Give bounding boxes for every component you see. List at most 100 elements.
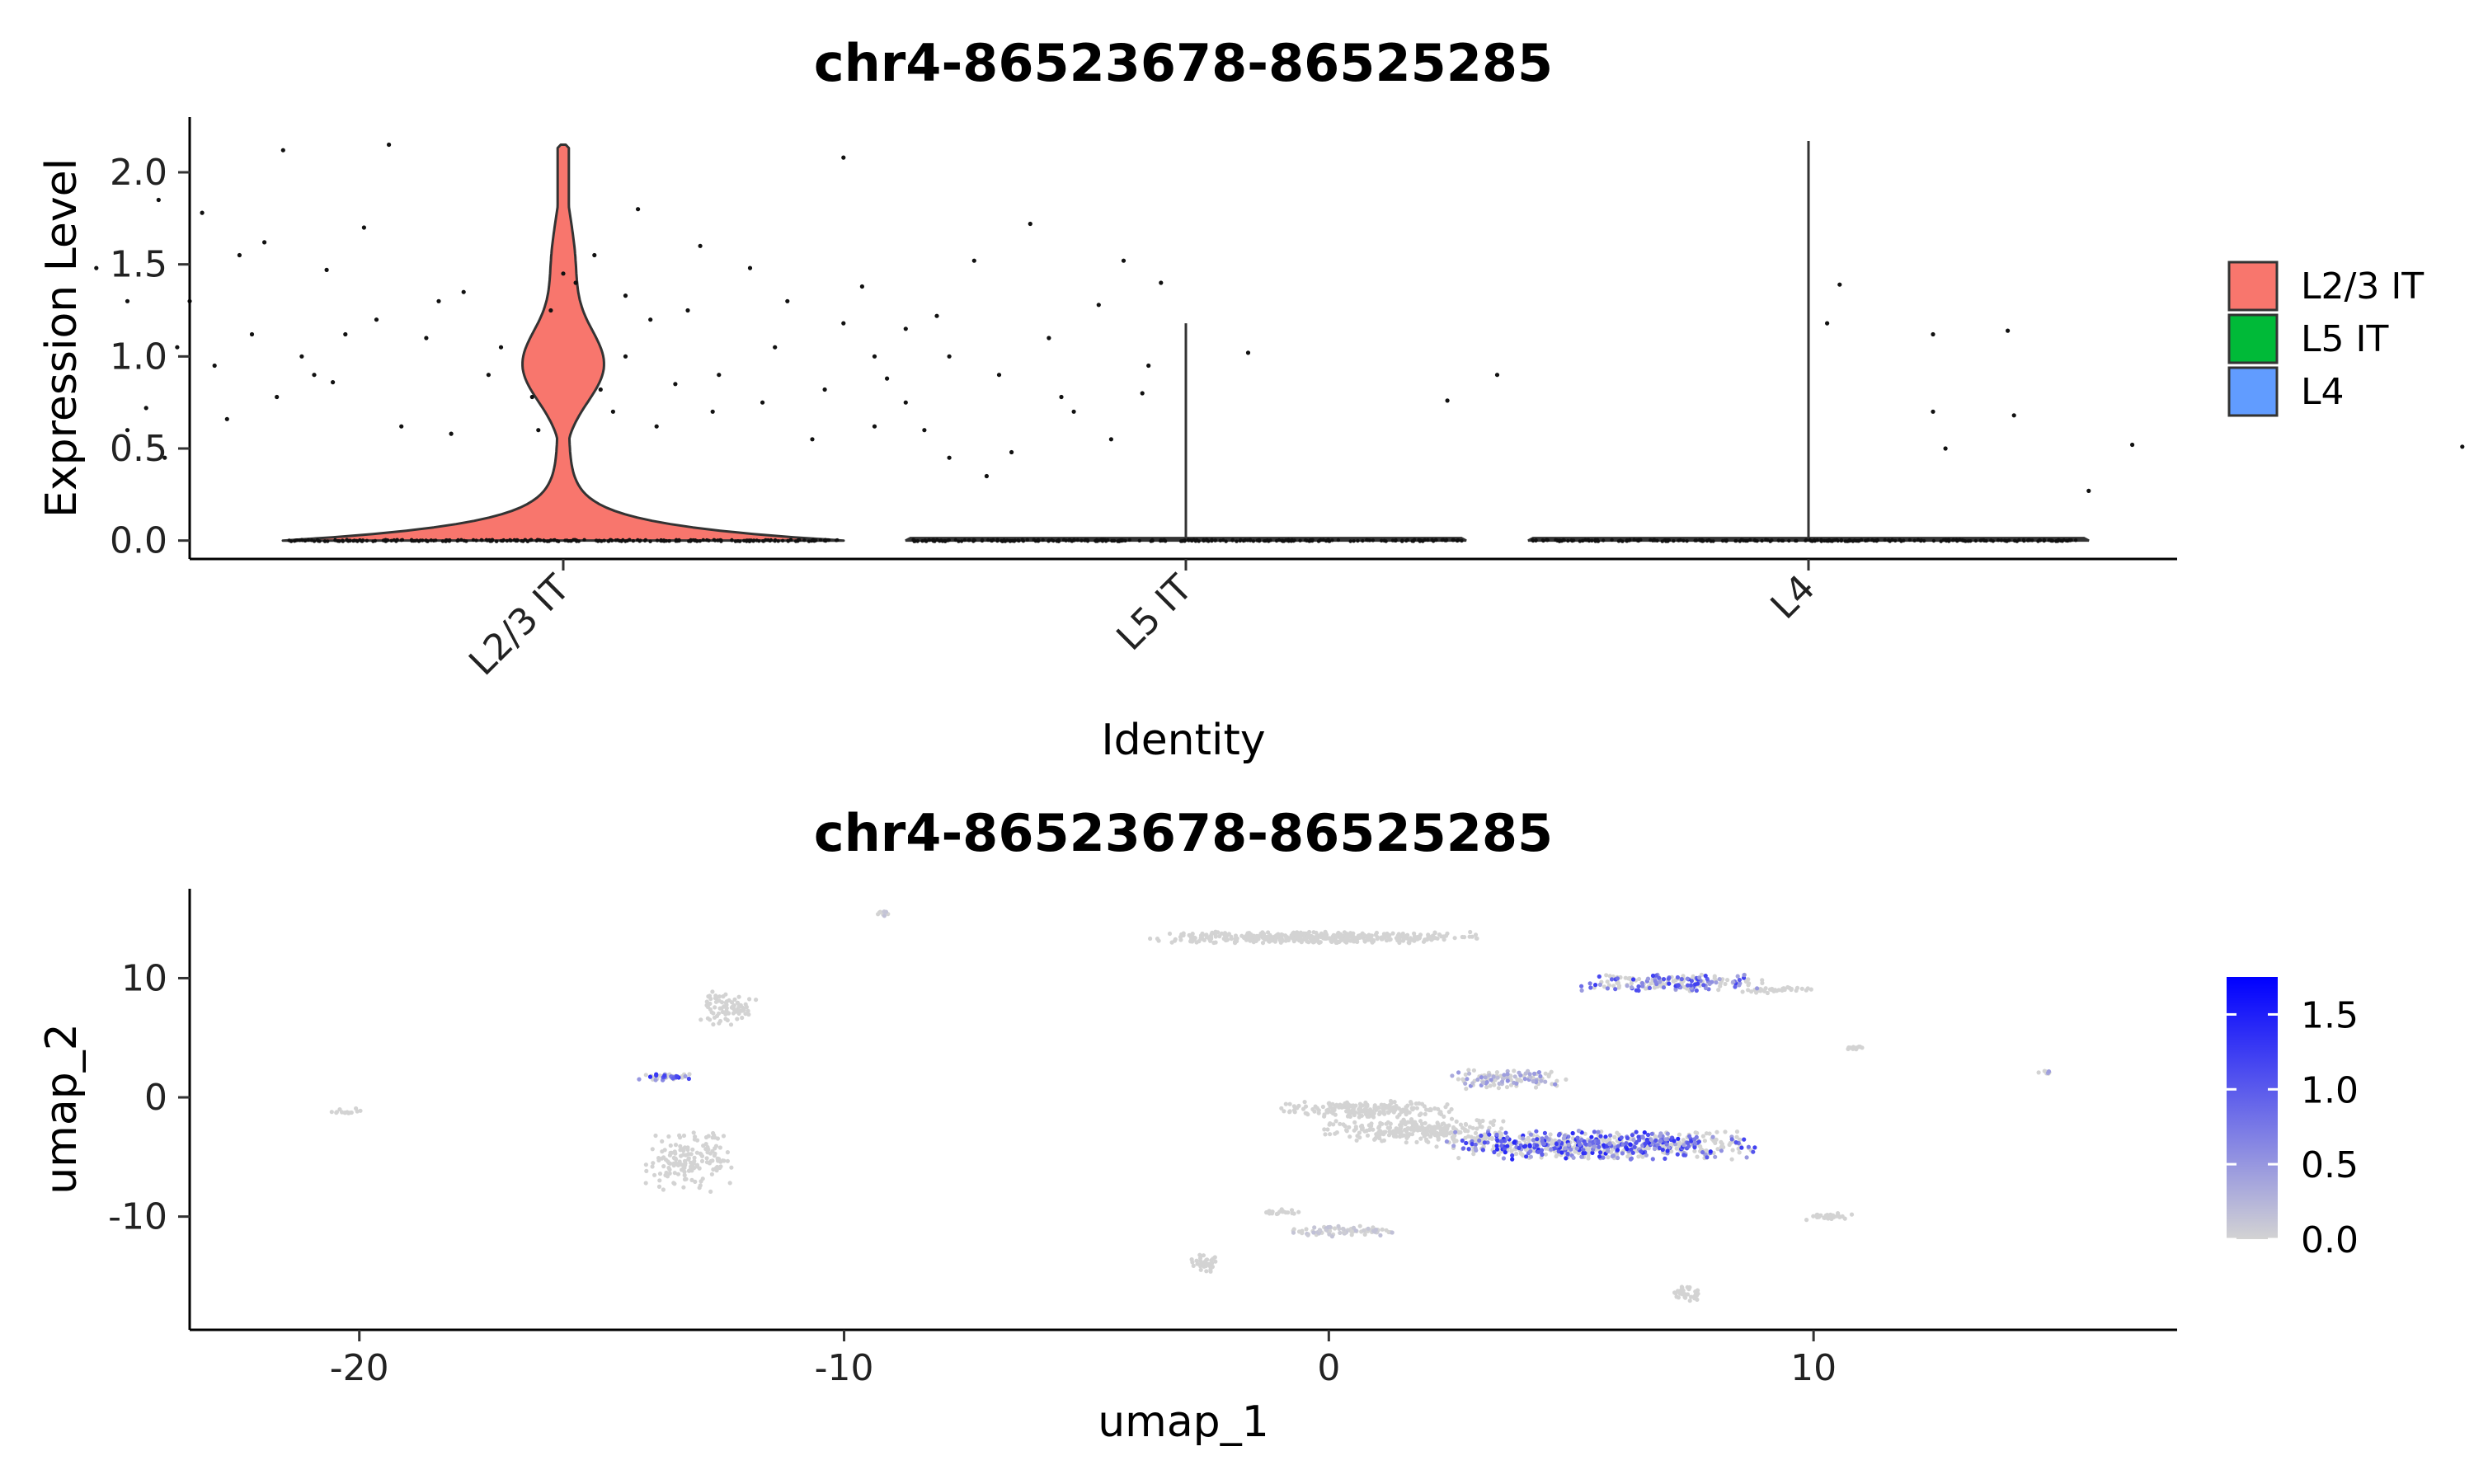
umap-point	[662, 1073, 667, 1078]
violin-point	[1348, 539, 1352, 543]
umap-point	[1517, 1145, 1522, 1151]
umap-point	[1494, 1147, 1500, 1152]
violin-point	[594, 538, 599, 542]
violin-point	[1245, 538, 1250, 542]
umap-point	[1661, 985, 1667, 990]
violin-point	[1720, 538, 1725, 543]
umap-point	[1632, 1144, 1637, 1149]
violin-point	[872, 424, 877, 429]
violin-point	[927, 538, 931, 542]
umap-point	[1663, 1156, 1667, 1161]
umap-point	[678, 1148, 683, 1153]
umap-point	[1620, 1151, 1625, 1156]
umap-point	[1499, 1144, 1504, 1148]
umap-point	[1489, 1136, 1494, 1141]
violin-point	[1912, 538, 1917, 542]
umap-point	[1627, 975, 1632, 981]
violin-point	[365, 538, 369, 542]
violin-point	[1204, 538, 1208, 542]
umap-point	[1630, 1133, 1634, 1138]
umap-point	[1605, 979, 1610, 984]
umap-point	[1780, 988, 1785, 993]
umap-point	[719, 1000, 725, 1005]
umap-point	[1223, 937, 1229, 943]
umap-point	[1283, 1101, 1288, 1106]
umap-point	[1329, 1110, 1334, 1115]
violin-point	[1653, 538, 1658, 542]
violin-y-tick-label: 0.0	[110, 520, 167, 562]
violin-point	[1028, 221, 1032, 227]
violin-point	[298, 538, 302, 542]
umap-point	[1385, 931, 1390, 937]
umap-point	[1413, 1101, 1418, 1106]
violin-point	[1578, 539, 1583, 543]
violin-point	[755, 538, 759, 542]
umap-point	[657, 1172, 663, 1176]
umap-point	[709, 1010, 714, 1015]
umap-point	[1509, 1148, 1514, 1153]
umap-point	[1325, 1127, 1330, 1132]
umap-point	[1484, 1080, 1489, 1085]
violin-point	[515, 538, 520, 542]
umap-point	[1473, 1142, 1478, 1147]
umap-point	[1672, 1139, 1677, 1144]
umap-point	[1463, 1121, 1468, 1127]
umap-point	[1366, 1226, 1371, 1231]
umap-point	[1287, 1101, 1292, 1106]
umap-point	[1333, 938, 1338, 943]
umap-point	[1535, 1137, 1540, 1142]
umap-point	[1505, 1144, 1510, 1148]
violin-point	[212, 363, 217, 369]
umap-point	[1554, 1141, 1559, 1147]
umap-point	[1751, 1149, 1756, 1154]
umap-point	[684, 1176, 689, 1181]
legend-swatch	[2227, 366, 2279, 417]
umap-point	[2046, 1069, 2052, 1074]
violin-point	[545, 539, 550, 543]
violin-points	[94, 142, 2465, 543]
violin-point	[1284, 538, 1289, 542]
umap-point	[1393, 1129, 1398, 1134]
umap-point	[1378, 1129, 1383, 1134]
umap-point	[1388, 1130, 1393, 1135]
umap-point	[1370, 940, 1375, 945]
violin-point	[400, 538, 405, 542]
umap-point	[1672, 1142, 1678, 1147]
umap-point	[1353, 1126, 1358, 1131]
umap-point	[1660, 1148, 1665, 1153]
umap-point	[1424, 1107, 1429, 1112]
umap-point	[1854, 1047, 1859, 1052]
umap-point	[1811, 1214, 1816, 1219]
violin-point	[346, 539, 350, 543]
umap-point	[695, 1138, 700, 1143]
umap-point	[1357, 1115, 1362, 1120]
violin-point	[1241, 538, 1246, 543]
umap-point	[706, 1134, 711, 1139]
umap-point	[736, 1000, 741, 1005]
umap-point	[1210, 930, 1215, 935]
violin-point	[1009, 449, 1014, 455]
umap-point	[1579, 1130, 1584, 1135]
umap-y-ticks: 10 0 -10	[108, 957, 190, 1238]
umap-point	[1291, 1107, 1297, 1113]
violin-point	[358, 538, 362, 542]
violin-point	[1159, 280, 1164, 285]
umap-point	[712, 1133, 717, 1138]
umap-point	[1647, 985, 1652, 990]
umap-point	[747, 997, 752, 1002]
violin-point	[1075, 538, 1080, 542]
umap-point	[1465, 1077, 1470, 1082]
umap-point	[1661, 977, 1667, 982]
umap-point	[1449, 1116, 1455, 1121]
umap-point	[1573, 1149, 1578, 1154]
umap-point	[1442, 1114, 1446, 1119]
umap-point	[1686, 1140, 1691, 1145]
umap-point	[1191, 1263, 1196, 1268]
umap-point	[1579, 984, 1584, 989]
umap-point	[1372, 1137, 1377, 1142]
umap-point	[1404, 1140, 1409, 1145]
violin-point	[1210, 538, 1214, 543]
umap-point	[693, 1179, 698, 1184]
violin-point	[980, 538, 985, 542]
violin-point	[872, 354, 877, 359]
